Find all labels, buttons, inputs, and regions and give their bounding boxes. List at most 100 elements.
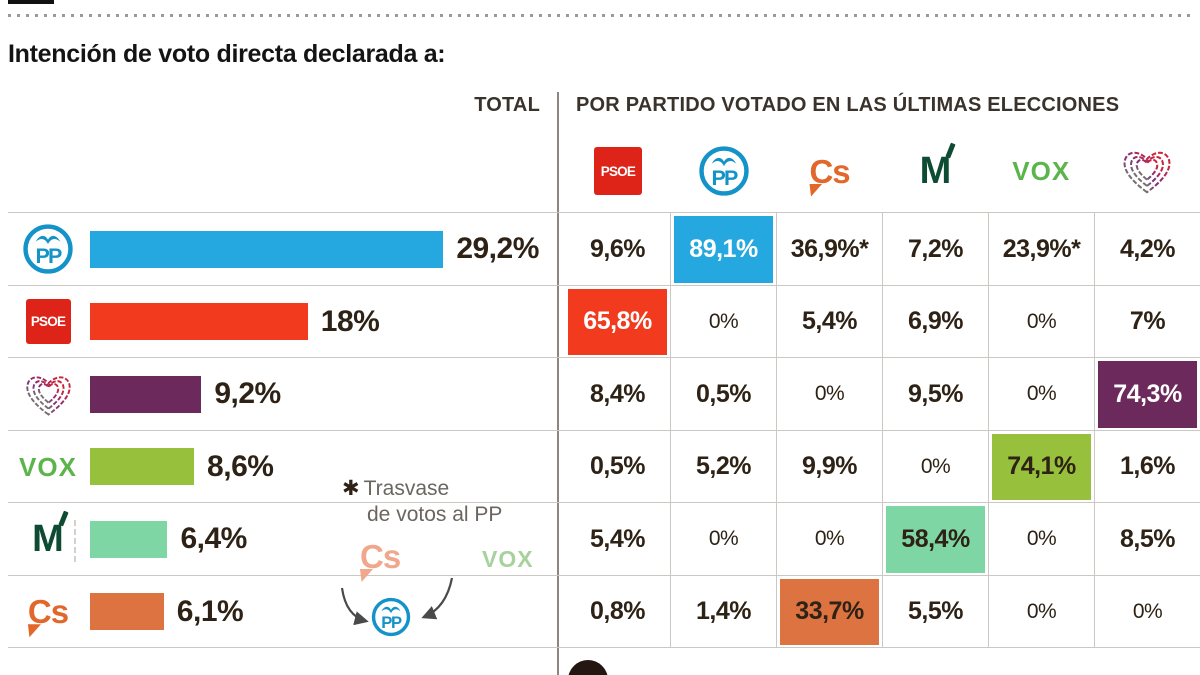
total-bar-cs [90, 593, 164, 631]
transfer-arrows [340, 577, 454, 626]
pp-logo-label: PP [381, 613, 402, 632]
total-bar-podemos [90, 375, 202, 413]
crosstab-cell: 0% [883, 430, 989, 503]
crosstab-cell: 0% [671, 285, 777, 358]
mas-madrid-dash [73, 520, 76, 563]
crosstab-row-cs: 0,8% 1,4% 33,7% 5,5% 0% 0% [565, 575, 1200, 648]
total-value-podemos: 9,2% [214, 377, 281, 411]
crosstab-cell: 5,4% [777, 285, 883, 358]
vox-row-logo: VOX [10, 431, 86, 504]
mas-madrid-logo: M [919, 142, 956, 192]
cell-value: 0,5% [696, 379, 751, 408]
annotation-line-2: de votos al PP [367, 503, 503, 526]
arrow-vox-to-pp [421, 577, 454, 620]
vox-logo-label: VOX [19, 451, 77, 482]
cell-value: 0% [1132, 599, 1163, 623]
cell-value: 9,5% [908, 379, 963, 408]
crosstab-row-vox: 0,5% 5,2% 9,9% 0% 74,1% 1,6% [565, 430, 1200, 504]
vote-transfer-annotation: ✱ Trasvase de votos al PP Cs VOX PP [330, 470, 562, 655]
crosstab-cell: 0% [777, 503, 883, 576]
total-value-psoe: 18% [320, 304, 380, 338]
cell-value-highlight: 58,4% [886, 506, 985, 573]
cell-value: 1,6% [1120, 452, 1175, 481]
mas-madrid-accent [945, 142, 956, 159]
column-cs: Cs [777, 133, 883, 209]
vox-logo: VOX [19, 454, 77, 480]
crosstab-cell: 0% [671, 503, 777, 576]
row-podemos: 9,2% 8,4% 0,5% 0% 9,5% 0% 74,3% [8, 357, 1200, 431]
crosstab-cell: 7,2% [883, 213, 989, 286]
vox-logo: VOX [1012, 158, 1070, 184]
cell-value: 7,2% [908, 234, 963, 263]
cell-value: 0,5% [590, 452, 645, 481]
cell-value: 0% [1026, 382, 1057, 406]
mas-madrid-logo: M [32, 510, 76, 563]
cell-value: 0% [1026, 599, 1057, 623]
crosstab-cell: 1,4% [671, 575, 777, 648]
cell-value: 0% [708, 527, 739, 551]
crosstab-cell: 9,6% [565, 213, 671, 286]
cell-value: 0,8% [590, 597, 645, 626]
psoe-logo-label: PSOE [30, 314, 66, 330]
crosstab-cell: 23,9%* [989, 213, 1095, 286]
cs-logo-label: Cs [809, 152, 850, 190]
crosstab-cell: 0% [989, 503, 1095, 576]
cell-value: 0% [814, 382, 845, 406]
crosstab-cell: 0% [989, 358, 1095, 431]
pp-row-logo: PP [10, 213, 86, 286]
crosstab-cell: 74,3% [1095, 358, 1200, 431]
cell-value: 36,9%* [790, 234, 869, 263]
crosstab-header: POR PARTIDO VOTADO EN LAS ÚLTIMAS ELECCI… [576, 94, 1120, 116]
cs-logo-triangle [809, 183, 823, 197]
pp-logo: PP [23, 224, 73, 274]
mas-madrid-logo-label: M [919, 150, 952, 192]
cs-faded-label: Cs [360, 538, 401, 575]
column-vox: VOX [988, 133, 1094, 209]
total-bar-pp [90, 230, 444, 268]
crosstab-row-pp: 9,6% 89,1% 36,9%* 7,2% 23,9%* 4,2% [565, 213, 1200, 286]
page-title: Intención de voto directa declarada a: [8, 40, 446, 68]
cell-value-highlight: 74,1% [992, 433, 1091, 500]
column-mas-madrid: M [882, 133, 988, 209]
crosstab-cell: 5,4% [565, 503, 671, 576]
annotation-line-1: ✱ Trasvase [342, 476, 449, 501]
cs-logo: Cs [809, 152, 851, 197]
cell-value-highlight: 65,8% [568, 288, 667, 355]
cell-value-highlight: 74,3% [1098, 361, 1197, 428]
cell-value: 1,4% [696, 597, 751, 626]
annotation-text-1: Trasvase [363, 477, 450, 500]
mas-madrid-accent [58, 510, 69, 527]
total-column-header: TOTAL [474, 94, 540, 116]
arrow-cs-to-pp [340, 587, 369, 626]
crosstab-cell: 0,8% [565, 575, 671, 648]
crosstab-cell: 65,8% [565, 285, 671, 358]
mas-madrid-logo-label: M [32, 518, 64, 561]
cell-value: 0% [1026, 527, 1057, 551]
pp-target-logo: PP [370, 596, 412, 638]
pp-logo-label: PP [36, 244, 62, 268]
pp-logo-label: PP [711, 166, 737, 190]
total-value-pp: 29,2% [456, 232, 539, 266]
row-cs: Cs 6,1% 0,8% 1,4% 33,7% 5,5% 0% 0% [8, 574, 1200, 648]
crosstab-cell: 58,4% [883, 503, 989, 576]
row-psoe: PSOE 18% 65,8% 0% 5,4% 6,9% 0% 7% [8, 284, 1200, 359]
crosstab-cell: 0,5% [671, 358, 777, 431]
vox-logo-label: VOX [1012, 156, 1071, 186]
crosstab-cell: 1,6% [1095, 431, 1200, 504]
cell-value: 8,5% [1120, 524, 1175, 553]
psoe-row-logo: PSOE [10, 286, 86, 359]
vox-faded-logo: VOX [482, 548, 534, 571]
total-bar-mas-madrid [90, 520, 168, 558]
crosstab-cell: 0% [989, 285, 1095, 358]
cell-value: 9,9% [802, 452, 857, 481]
total-bar-psoe [90, 303, 308, 341]
mas-madrid-row-logo: M [10, 503, 86, 576]
crosstab-cell: 0% [989, 575, 1095, 648]
total-value-vox: 8,6% [207, 449, 274, 483]
crosstab-logo-row: PSOE PP Cs M VOX [565, 133, 1200, 209]
dotted-divider [8, 14, 1192, 17]
row-vox: VOX 8,6% 0,5% 5,2% 9,9% 0% 74,1% 1,6% [8, 429, 1200, 504]
crosstab-cell: 9,9% [777, 430, 883, 503]
column-pp: PP [671, 133, 777, 209]
